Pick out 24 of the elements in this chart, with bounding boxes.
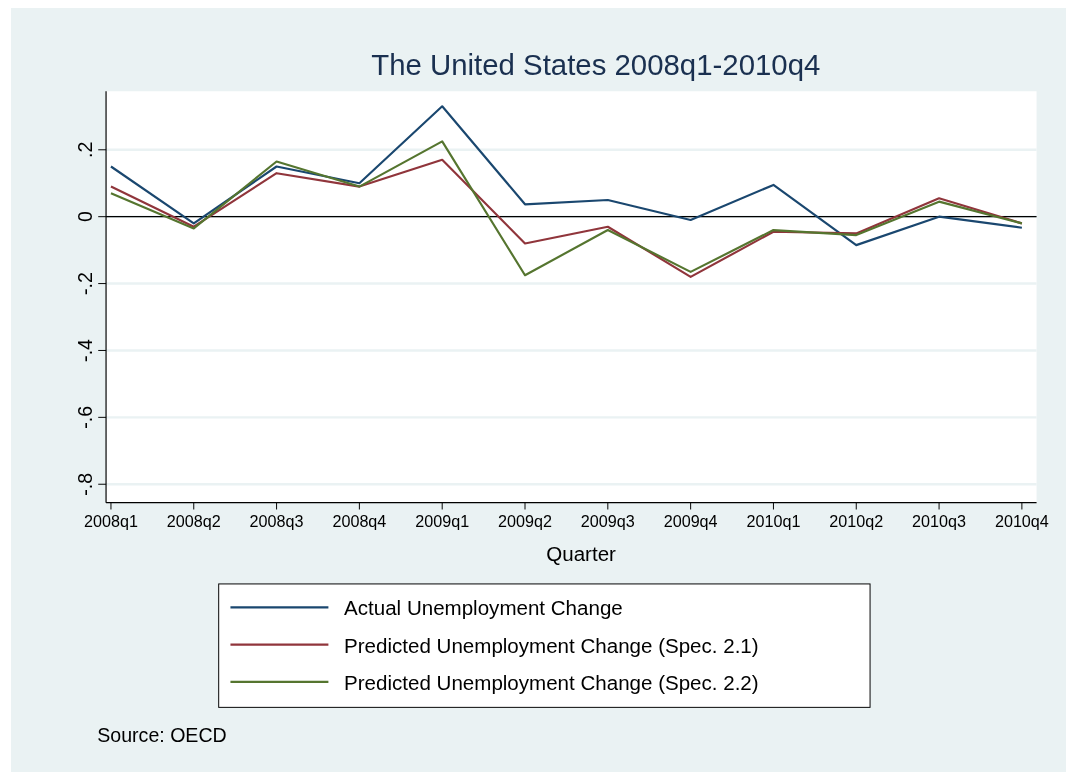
x-tick-label: 2010q1 xyxy=(746,512,801,531)
source-note: Source: OECD xyxy=(97,723,227,746)
legend-label: Predicted Unemployment Change (Spec. 2.2) xyxy=(344,670,759,694)
x-tick-label: 2008q1 xyxy=(83,512,138,531)
x-axis-title: Quarter xyxy=(546,542,617,566)
x-tick-label: 2008q4 xyxy=(332,512,387,531)
x-tick-label: 2010q2 xyxy=(829,512,884,531)
y-tick-label: -.4 xyxy=(74,338,97,362)
x-tick-label: 2010q3 xyxy=(912,512,967,531)
x-tick-label: 2009q4 xyxy=(663,512,718,531)
chart-title: The United States 2008q1-2010q4 xyxy=(371,47,821,81)
x-tick-label: 2009q2 xyxy=(498,512,552,531)
y-tick-label: 0 xyxy=(74,211,97,223)
x-tick-label: 2008q3 xyxy=(249,512,304,531)
legend-label: Predicted Unemployment Change (Spec. 2.1) xyxy=(344,633,759,657)
y-tick-label: -.6 xyxy=(74,405,97,429)
x-tick-label: 2009q1 xyxy=(415,512,470,531)
x-tick-label: 2010q4 xyxy=(994,512,1049,531)
legend-label: Actual Unemployment Change xyxy=(344,596,623,620)
x-tick-label: 2009q3 xyxy=(580,512,635,531)
x-tick-label: 2008q2 xyxy=(166,512,221,531)
y-tick-label: -.8 xyxy=(74,472,97,496)
y-tick-label: .2 xyxy=(74,141,97,158)
y-tick-label: -.2 xyxy=(74,272,97,295)
